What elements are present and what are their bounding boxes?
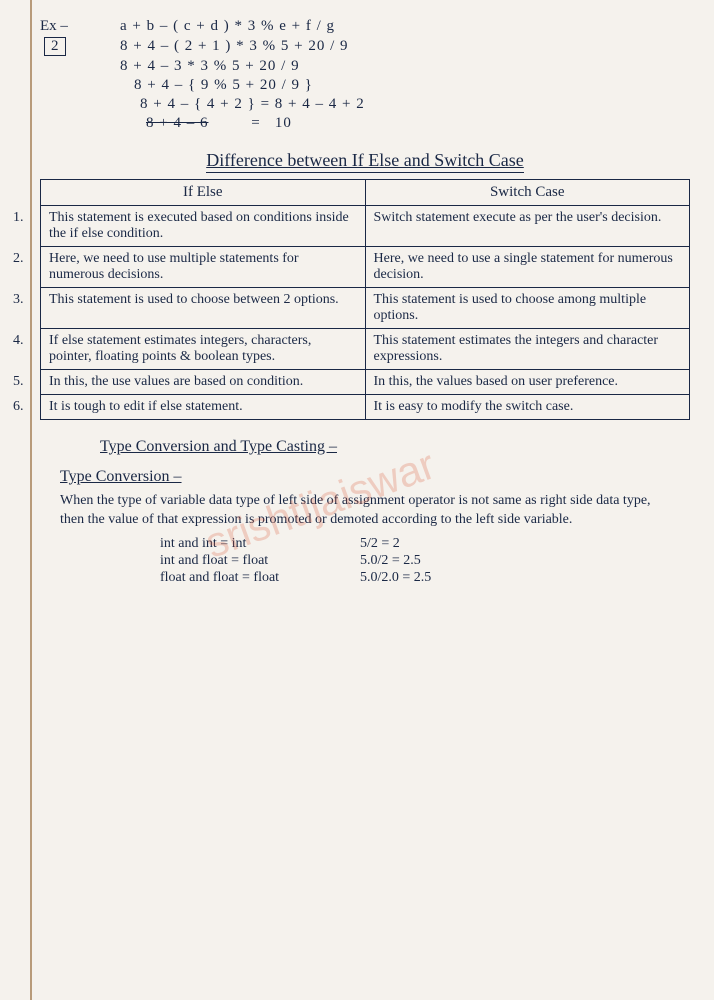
example-block: Ex – a + b – ( c + d ) * 3 % e + f / g 2… xyxy=(40,18,690,132)
table-cell-right: It is easy to modify the switch case. xyxy=(365,395,690,420)
conversion-row: int and int = int5/2 = 2 xyxy=(160,536,690,552)
row-number: 6. xyxy=(13,399,24,415)
table-header: If Else xyxy=(41,180,366,206)
table-cell-left: 6.It is tough to edit if else statement. xyxy=(41,395,366,420)
heading-type-conv-cast: Type Conversion and Type Casting – xyxy=(100,438,337,456)
example-line-2: 8 + 4 – 3 * 3 % 5 + 20 / 9 xyxy=(120,58,690,75)
table-header: Switch Case xyxy=(365,180,690,206)
conversion-result: 5.0/2 = 2.5 xyxy=(360,553,500,569)
margin-line xyxy=(30,0,32,1000)
conversion-row: float and float = float5.0/2.0 = 2.5 xyxy=(160,570,690,586)
type-conversion-paragraph: When the type of variable data type of l… xyxy=(60,492,670,530)
table-cell-left: 4.If else statement estimates integers, … xyxy=(41,329,366,370)
row-number: 5. xyxy=(13,374,24,390)
example-number: 2 xyxy=(44,37,66,56)
example-line-1: 8 + 4 – ( 2 + 1 ) * 3 % 5 + 20 / 9 xyxy=(120,38,690,55)
table-cell-right: Here, we need to use a single statement … xyxy=(365,247,690,288)
table-cell-left: 1.This statement is executed based on co… xyxy=(41,206,366,247)
row-number: 3. xyxy=(13,292,24,308)
comparison-table: If ElseSwitch Case1.This statement is ex… xyxy=(40,179,690,420)
heading-difference: Difference between If Else and Switch Ca… xyxy=(206,150,524,173)
heading-type-conversion: Type Conversion – xyxy=(60,468,182,486)
row-number: 1. xyxy=(13,210,24,226)
row-number: 4. xyxy=(13,333,24,349)
table-cell-left: 3.This statement is used to choose betwe… xyxy=(41,288,366,329)
table-cell-left: 2.Here, we need to use multiple statemen… xyxy=(41,247,366,288)
conversion-types: int and float = float xyxy=(160,553,360,569)
table-cell-right: Switch statement execute as per the user… xyxy=(365,206,690,247)
conversion-result: 5/2 = 2 xyxy=(360,536,500,552)
table-cell-left: 5.In this, the use values are based on c… xyxy=(41,370,366,395)
example-number-box: 2 xyxy=(40,37,120,56)
example-line-4: 8 + 4 – { 4 + 2 } = 8 + 4 – 4 + 2 xyxy=(120,96,690,113)
example-line-5: 8 + 4 – 6 = 10 xyxy=(120,115,690,132)
example-line-3: 8 + 4 – { 9 % 5 + 20 / 9 } xyxy=(120,77,690,94)
table-cell-right: This statement is used to choose among m… xyxy=(365,288,690,329)
example-line-0: a + b – ( c + d ) * 3 % e + f / g xyxy=(120,18,690,35)
table-cell-right: In this, the values based on user prefer… xyxy=(365,370,690,395)
conversion-result: 5.0/2.0 = 2.5 xyxy=(360,570,500,586)
row-number: 2. xyxy=(13,251,24,267)
example-label: Ex – xyxy=(40,18,120,35)
comparison-table-wrap: If ElseSwitch Case1.This statement is ex… xyxy=(40,179,690,420)
conversion-examples: int and int = int5/2 = 2int and float = … xyxy=(40,536,690,586)
conversion-types: float and float = float xyxy=(160,570,360,586)
conversion-types: int and int = int xyxy=(160,536,360,552)
table-cell-right: This statement estimates the integers an… xyxy=(365,329,690,370)
conversion-row: int and float = float5.0/2 = 2.5 xyxy=(160,553,690,569)
